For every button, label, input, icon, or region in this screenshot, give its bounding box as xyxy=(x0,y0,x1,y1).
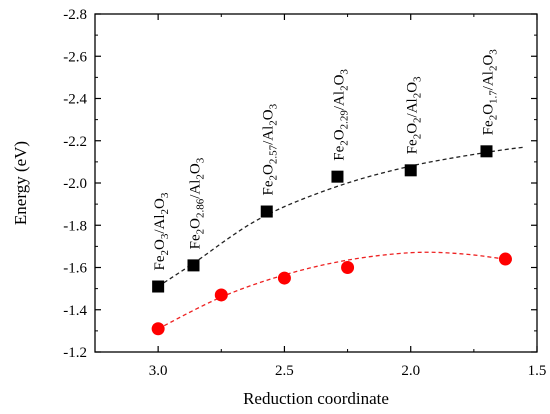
formula-text: O xyxy=(261,164,277,175)
subscript: 2 xyxy=(339,140,351,146)
subscript: 2 xyxy=(412,93,424,99)
formula-text: O xyxy=(152,239,168,250)
subscript: 3 xyxy=(488,49,500,55)
fit-curve-0 xyxy=(157,146,525,288)
formula-text: O xyxy=(188,218,204,229)
formula-text: /Al xyxy=(481,71,497,90)
x-tick-label: 2.5 xyxy=(275,363,294,379)
x-axis-label: Reduction coordinate xyxy=(243,389,389,408)
formula-text: Fe xyxy=(481,120,497,135)
y-tick-label: -1.2 xyxy=(63,345,87,361)
formula-text: /Al xyxy=(188,180,204,199)
y-tick-label: -2.6 xyxy=(63,49,87,65)
formula-text: O xyxy=(261,109,277,120)
formula-text: Fe xyxy=(188,234,204,249)
annotation-label-1: Fe2O2.86/Al2O3 xyxy=(188,157,207,249)
square-point xyxy=(152,280,165,293)
y-tick-label: -2.2 xyxy=(63,134,87,150)
subscript: 2 xyxy=(339,85,351,91)
formula-text: O xyxy=(481,55,497,66)
circle-point xyxy=(341,261,355,274)
subscript: 2 xyxy=(268,175,280,181)
formula-text: /Al xyxy=(152,214,168,233)
formula-text: O xyxy=(152,198,168,209)
square-point xyxy=(331,170,344,183)
subscript: 2 xyxy=(195,174,207,180)
subscript: 2 xyxy=(488,66,500,72)
subscript: 2 xyxy=(488,115,500,121)
subscript: 2.29 xyxy=(339,110,351,130)
formula-text: Fe xyxy=(152,255,168,270)
x-tick-label: 3.0 xyxy=(149,363,168,379)
subscript: 2 xyxy=(159,209,171,215)
subscript: 2 xyxy=(412,117,424,123)
point-annotations: Fe2O3/Al2O3Fe2O2.86/Al2O3Fe2O2.57/Al2O3F… xyxy=(152,49,499,271)
formula-text: O xyxy=(332,129,348,140)
annotation-label-4: Fe2O2/Al2O3 xyxy=(405,76,424,154)
formula-text: /Al xyxy=(261,126,277,145)
subscript: 2.86 xyxy=(195,198,207,218)
y-tick-label: -1.6 xyxy=(63,261,87,277)
fit-curve-1 xyxy=(157,251,512,330)
square-point xyxy=(187,259,200,272)
formula-text: O xyxy=(405,123,421,134)
y-tick-label: -2.0 xyxy=(63,176,87,192)
square-point xyxy=(480,145,493,158)
subscript: 3 xyxy=(195,157,207,163)
subscript: 2 xyxy=(412,134,424,140)
annotation-label-3: Fe2O2.29/Al2O3 xyxy=(332,69,351,161)
square-point xyxy=(260,205,273,218)
y-tick-label: -2.4 xyxy=(63,92,87,108)
subscript: 2.57 xyxy=(268,144,280,164)
subscript: 2 xyxy=(195,229,207,235)
annotation-label-2: Fe2O2.57/Al2O3 xyxy=(261,103,280,195)
formula-text: /Al xyxy=(332,91,348,110)
y-tick-label: -2.8 xyxy=(63,7,87,23)
formula-text: /Al xyxy=(405,98,421,117)
y-axis-label: Energy (eV) xyxy=(11,141,30,225)
subscript: 3 xyxy=(159,192,171,198)
x-tick-label: 2.0 xyxy=(401,363,420,379)
subscript: 3 xyxy=(159,233,171,239)
formula-text: O xyxy=(405,82,421,93)
formula-text: Fe xyxy=(261,180,277,195)
subscript: 3 xyxy=(339,69,351,75)
formula-text: Fe xyxy=(332,145,348,160)
subscript: 2 xyxy=(268,120,280,126)
axes: -1.2 -1.4 -1.6 -1.8 -2.0 -2.2 -2.4 -2.6 -2.8 3.0 2… xyxy=(63,7,546,379)
formula-text: Fe xyxy=(405,139,421,154)
y-tick-label: -1.8 xyxy=(63,218,87,234)
data-points xyxy=(151,145,512,336)
subscript: 2 xyxy=(159,250,171,256)
y-tick-label: -1.4 xyxy=(63,303,87,319)
plot-frame xyxy=(94,13,538,353)
formula-text: O xyxy=(188,163,204,174)
square-point xyxy=(404,164,417,177)
circle-point xyxy=(277,271,291,285)
subscript: 1.7 xyxy=(488,90,500,104)
annotation-label-0: Fe2O3/Al2O3 xyxy=(152,192,171,270)
annotation-label-5: Fe2O1.7/Al2O3 xyxy=(481,49,500,136)
x-tick-label: 1.5 xyxy=(528,363,547,379)
formula-text: O xyxy=(332,74,348,85)
subscript: 3 xyxy=(412,76,424,82)
circle-point xyxy=(498,252,512,266)
circle-point xyxy=(214,288,228,302)
circle-point xyxy=(151,322,165,336)
formula-text: O xyxy=(481,104,497,115)
subscript: 3 xyxy=(268,103,280,109)
